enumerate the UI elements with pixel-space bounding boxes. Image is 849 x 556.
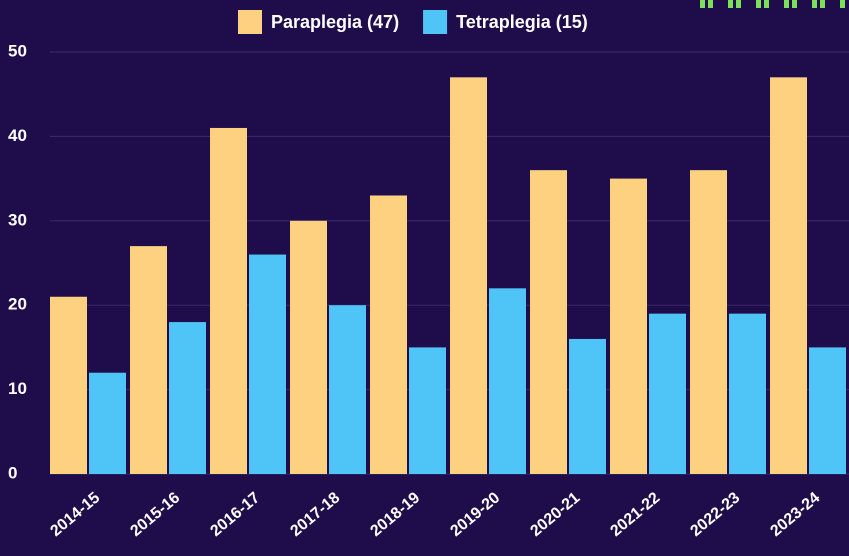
x-tick-label: 2014-15	[47, 489, 103, 540]
y-tick-label: 40	[8, 126, 27, 145]
bar	[329, 305, 366, 474]
legend-swatch	[238, 10, 262, 34]
legend-label: Paraplegia (47)	[271, 12, 399, 32]
decoration	[700, 0, 845, 8]
bar	[569, 338, 606, 474]
bar	[370, 195, 407, 475]
x-tick-label: 2018-19	[367, 489, 423, 540]
bar	[89, 372, 126, 474]
x-tick-label: 2020-21	[527, 489, 583, 540]
y-tick-label: 30	[8, 210, 27, 229]
legend-label: Tetraplegia (15)	[456, 12, 588, 32]
legend-swatch	[423, 10, 448, 34]
bar	[130, 246, 167, 474]
bar	[649, 313, 686, 474]
bar	[249, 254, 286, 474]
bar	[450, 77, 487, 474]
bar	[610, 178, 647, 474]
x-tick-label: 2016-17	[207, 489, 263, 540]
y-tick-label: 10	[8, 379, 27, 398]
bar	[290, 220, 327, 474]
bar	[489, 288, 526, 474]
bar	[809, 347, 846, 474]
x-tick-label: 2017-18	[287, 489, 343, 540]
x-tick-label: 2019-20	[447, 489, 503, 540]
bar	[690, 170, 727, 474]
x-tick-label: 2023-24	[767, 489, 823, 540]
y-tick-label: 50	[8, 41, 27, 60]
y-tick-label: 20	[8, 295, 27, 314]
bar	[530, 170, 567, 474]
x-tick-label: 2021-22	[607, 489, 663, 540]
bar	[210, 127, 247, 475]
bar	[409, 347, 446, 474]
bar	[50, 296, 87, 474]
x-tick-label: 2022-23	[687, 489, 743, 540]
x-tick-label: 2015-16	[127, 489, 183, 540]
bar	[169, 322, 206, 474]
bar	[770, 77, 807, 474]
bar	[729, 313, 766, 474]
y-tick-label: 0	[8, 463, 17, 482]
